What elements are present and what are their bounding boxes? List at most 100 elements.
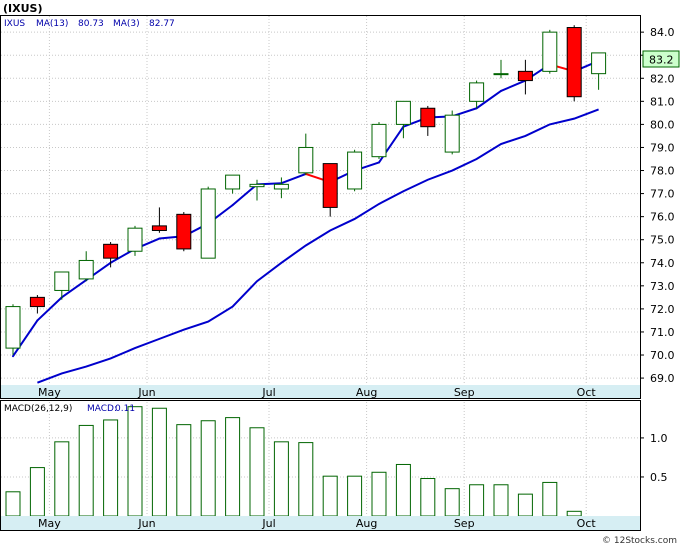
candle-up — [298, 146, 314, 174]
ma13-polyline — [37, 108, 599, 384]
price-month-label: Sep — [454, 386, 475, 399]
ma3-segment — [12, 319, 39, 358]
legend-ma13-label: MA(13) — [36, 19, 68, 29]
candle-down — [517, 70, 533, 82]
macd-bar — [444, 488, 460, 517]
candle-down — [176, 213, 192, 250]
candle-up — [127, 227, 143, 252]
candle-up — [347, 151, 363, 190]
candle-up — [444, 114, 460, 153]
legend-ma13-value: 80.73 — [78, 19, 104, 29]
macd-bar — [176, 424, 192, 517]
price-tick-label: 82.0 — [650, 72, 675, 85]
price-month-label: Oct — [577, 386, 597, 399]
candle-up — [493, 73, 509, 76]
legend-ma3-value: 82.77 — [149, 19, 175, 29]
macd-month-band — [1, 516, 640, 530]
macd-bar — [5, 491, 21, 517]
candle-up — [591, 52, 607, 75]
macd-bar — [395, 463, 411, 517]
price-tick-label: 72.0 — [650, 303, 675, 316]
macd-month-label: May — [38, 517, 61, 530]
price-tick-label: 74.0 — [650, 257, 675, 270]
candle-up — [225, 174, 241, 190]
candle-up — [273, 183, 289, 190]
candle-up — [371, 123, 387, 158]
price-tick-label: 78.0 — [650, 165, 675, 178]
candle-down — [566, 27, 582, 98]
legend-ma3-label: MA(3) — [113, 19, 140, 29]
ma13-line — [37, 108, 599, 384]
macd-bar — [542, 481, 558, 517]
price-month-band — [1, 385, 640, 398]
macd-bar — [273, 441, 289, 517]
macd-bar — [103, 419, 119, 517]
ma3-segment — [500, 79, 527, 92]
macd-bar — [127, 406, 143, 517]
candle-up — [78, 259, 94, 280]
candle-down — [151, 225, 167, 231]
candle-down — [103, 243, 119, 259]
candle-up — [469, 82, 485, 102]
price-tick-label: 76.0 — [650, 211, 675, 224]
macd-bars — [5, 406, 582, 517]
macd-bar — [493, 484, 509, 517]
candle-up — [200, 188, 216, 259]
macd-bar — [322, 475, 338, 517]
macd-bar — [371, 471, 387, 517]
last-price-tag: 83.2 — [642, 50, 680, 68]
price-month-label: Jun — [137, 386, 155, 399]
macd-bar — [298, 442, 314, 517]
ma3-segment — [60, 279, 88, 299]
price-tick-label: 84.0 — [650, 26, 675, 39]
price-month-label: May — [38, 386, 61, 399]
macd-bar — [78, 424, 94, 517]
candle-down — [420, 107, 436, 128]
macd-bar — [225, 417, 241, 517]
macd-month-label: Aug — [356, 517, 377, 530]
ma3-segment — [475, 89, 502, 110]
price-tick-label: 70.0 — [650, 349, 675, 362]
legend-ticker: IXUS — [4, 19, 25, 29]
price-y-axis: 84.083.082.081.080.079.078.077.076.075.0… — [640, 26, 675, 385]
macd-bar — [469, 484, 485, 517]
price-month-label: Jul — [261, 386, 275, 399]
macd-bar — [200, 420, 216, 517]
macd-bar — [347, 475, 363, 517]
macd-tick-label: 0.5 — [650, 471, 668, 484]
price-tick-label: 80.0 — [650, 118, 675, 131]
macd-bar — [249, 427, 265, 517]
macd-month-labels: May Jun Jul Aug Sep Oct — [38, 517, 596, 530]
macd-bar — [566, 510, 582, 517]
price-tick-label: 75.0 — [650, 234, 675, 247]
ma3-segment — [280, 172, 307, 185]
price-tick-label: 79.0 — [650, 141, 675, 154]
chart-title: (IXUS) — [3, 2, 42, 15]
candle-up — [54, 271, 70, 291]
macd-grid — [1, 402, 640, 516]
candle-up — [542, 31, 558, 72]
macd-month-label: Oct — [577, 517, 597, 530]
price-month-labels: May Jun Jul Aug Sep Oct — [38, 386, 596, 399]
candle-up — [5, 306, 21, 349]
price-panel — [0, 15, 641, 399]
macd-legend-value: 0.11 — [115, 404, 135, 414]
macd-bar — [151, 407, 167, 517]
macd-legend-label: MACD: — [87, 404, 117, 414]
macd-y-axis: 1.0 0.5 — [640, 432, 668, 484]
macd-month-label: Jun — [137, 517, 155, 530]
price-tick-label: 81.0 — [650, 95, 675, 108]
candle-up — [395, 100, 411, 125]
price-month-label: Aug — [356, 386, 377, 399]
macd-tick-label: 1.0 — [650, 432, 668, 445]
last-price-value: 83.2 — [649, 54, 674, 67]
macd-bar — [420, 478, 436, 517]
macd-bar — [54, 441, 70, 517]
candle-up — [249, 183, 265, 188]
candles — [5, 25, 607, 356]
macd-bar — [29, 467, 45, 517]
ma3-segment — [231, 183, 258, 207]
macd-title: MACD(26,12,9) — [4, 404, 72, 414]
